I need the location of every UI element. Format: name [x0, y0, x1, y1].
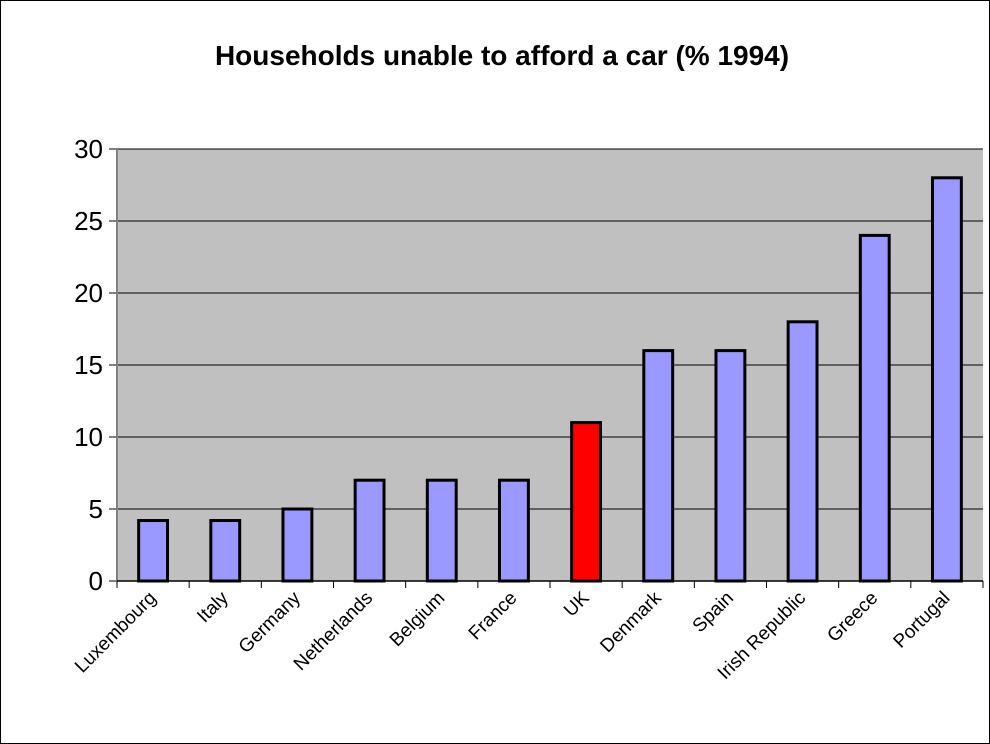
- x-tick-label: France: [465, 588, 522, 645]
- y-tick-label: 10: [74, 422, 103, 452]
- chart-title: Households unable to afford a car (% 199…: [215, 40, 789, 71]
- bar-irish-republic: [786, 320, 819, 583]
- bar-netherlands: [353, 478, 386, 583]
- bar-germany: [281, 507, 314, 583]
- bar-uk: [570, 421, 603, 583]
- x-tick-label: Belgium: [386, 588, 449, 651]
- y-axis: 0 5 10 15 20 25 30: [74, 134, 118, 596]
- y-tick-label: 30: [74, 134, 103, 164]
- x-tick-label: UK: [560, 587, 594, 621]
- bar-spain: [714, 349, 747, 583]
- bar-belgium: [425, 478, 458, 583]
- y-tick-label: 0: [89, 566, 103, 596]
- x-tick-label: Germany: [235, 587, 305, 657]
- bar-greece: [858, 233, 891, 583]
- bars: [137, 176, 963, 583]
- bar-italy: [209, 519, 242, 583]
- y-tick-label: 25: [74, 206, 103, 236]
- x-tick-label: Spain: [689, 588, 738, 637]
- bar-france: [497, 478, 530, 583]
- y-tick-label: 20: [74, 278, 103, 308]
- x-tick-label: Italy: [193, 587, 233, 627]
- bar-luxembourg: [137, 519, 170, 583]
- y-tick-label: 15: [74, 350, 103, 380]
- x-tick-label: Greece: [823, 588, 882, 647]
- y-tick-label: 5: [89, 494, 103, 524]
- x-tick-label: Portugal: [890, 588, 955, 653]
- x-tick-label: Luxembourg: [71, 588, 161, 678]
- gridlines: [117, 148, 983, 510]
- bar-portugal: [930, 176, 963, 583]
- bar-denmark: [642, 349, 675, 583]
- x-tick-label: Denmark: [596, 587, 666, 657]
